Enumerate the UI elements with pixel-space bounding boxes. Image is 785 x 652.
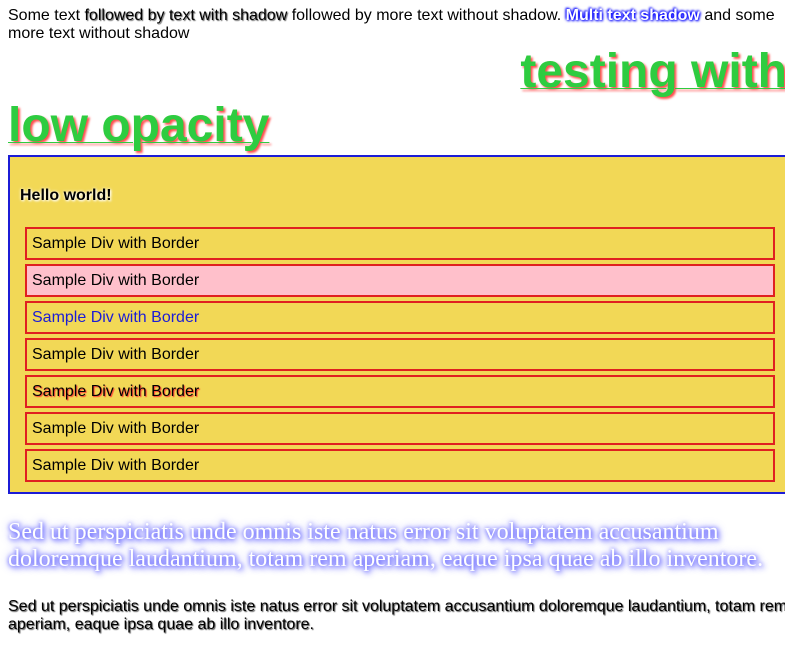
hello-text: Hello world! [20,187,112,204]
plain-text-1: Some text [8,7,85,24]
multi-shadow-span: Multi text shadow [565,7,700,24]
sample-div-5: Sample Div with Border [25,375,775,408]
plain-text-2: followed by more text without shadow. [287,7,566,24]
shadow-text-span: followed by text with shadow [84,7,288,24]
sample-div-4: Sample Div with Border [25,338,775,371]
sample-div-3: Sample Div with Border [25,301,775,334]
yellow-container: Hello world! Sample Div with Border Samp… [8,155,785,494]
serif-shadow-paragraph: Sed ut perspiciatis unde omnis iste natu… [8,519,764,572]
small-shadow-paragraph: Sed ut perspiciatis unde omnis iste natu… [8,598,785,633]
sample-div-6: Sample Div with Border [25,412,775,445]
heading-low-opacity: low opacity [8,99,270,152]
sample-div-2: Sample Div with Border [25,264,775,297]
sample-div-7: Sample Div with Border [25,449,775,482]
heading-testing: testing with [520,45,785,98]
sample-div-1: Sample Div with Border [25,227,775,260]
plain-text-3: and some more text without shadow [8,7,775,42]
shadow-text-line: Some text followed by text with shadow f… [8,7,785,43]
